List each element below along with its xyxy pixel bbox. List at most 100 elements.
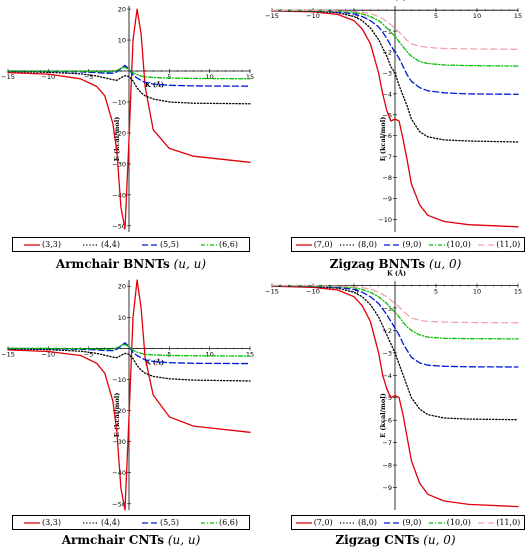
series-line (271, 285, 519, 368)
legend-item: (8,0) (340, 518, 377, 527)
series-line (7, 64, 251, 87)
series-line (271, 9, 519, 50)
y-tick-label: 10 (118, 314, 126, 322)
y-tick-label: −7 (382, 439, 392, 447)
legend-item: (8,0) (340, 240, 377, 249)
series-line (271, 9, 519, 67)
y-axis-label: E (kcal/mol) (113, 393, 121, 438)
legend-item: (11,0) (478, 240, 520, 249)
y-tick-label: −3 (382, 69, 392, 77)
legend-swatch (295, 243, 312, 246)
caption-math: (u, 0) (423, 533, 456, 547)
legend-label: (7,0) (313, 240, 333, 249)
x-tick-label: −10 (41, 350, 55, 358)
y-tick-label: −4 (382, 372, 392, 380)
chart-plot: −15 −10 −5 5 10 15 −1 −2 −3 −4 −5 −6 −7 −8 −9 K (Å) E (k… (265, 268, 522, 510)
y-tick-label: −3 (382, 349, 392, 357)
series-line (7, 8, 251, 230)
y-tick-label: 20 (118, 283, 126, 291)
x-tick-label: 10 (473, 287, 481, 295)
series-line (271, 9, 519, 143)
legend-item: (7,0) (295, 518, 333, 527)
legend-swatch (201, 521, 218, 524)
series-line (7, 343, 251, 357)
series-line (271, 285, 519, 508)
legend-swatch (83, 521, 100, 524)
y-tick-label: −50 (112, 222, 126, 230)
legend-label: (5,5) (160, 240, 179, 249)
legend-label: (4,4) (101, 518, 120, 527)
legend-label: (11,0) (496, 240, 521, 249)
legend-label: (3,3) (42, 240, 61, 249)
chart-legend: (7,0) (8,0) (9,0) (10,0) (11,0) (291, 515, 525, 530)
y-axis-label: E (kcal/mol) (379, 393, 387, 438)
legend-item: (7,0) (295, 240, 333, 249)
y-tick-label: −8 (382, 462, 392, 470)
y-tick-label: −9 (382, 195, 392, 203)
series-line (271, 284, 519, 324)
y-tick-label: −1 (382, 304, 392, 312)
x-tick-label: −15 (1, 73, 15, 81)
x-tick-label: 15 (246, 73, 254, 81)
y-tick-label: −30 (112, 160, 126, 168)
caption-title: Armchair CNTs (61, 533, 165, 547)
x-tick-label: 15 (514, 287, 522, 295)
caption-title: Zigzag CNTs (335, 533, 420, 547)
y-tick-label: −20 (112, 407, 126, 415)
caption-title: Zigzag BNNTs (329, 257, 426, 271)
legend-label: (11,0) (496, 518, 521, 527)
series-line (271, 285, 519, 421)
x-tick-label: 10 (206, 350, 214, 358)
legend-label: (8,0) (358, 240, 378, 249)
y-tick-label: −40 (112, 191, 126, 199)
series-line (7, 342, 251, 365)
caption-math: (u, 0) (429, 257, 462, 271)
legend-item: (5,5) (142, 518, 179, 527)
x-tick-label: 5 (434, 12, 438, 20)
caption-math: (u, u) (167, 533, 201, 547)
chart-legend: (7,0) (8,0) (9,0) (10,0) (11,0) (291, 237, 525, 252)
y-tick-label: −5 (382, 394, 392, 402)
legend-item: (11,0) (478, 518, 520, 527)
legend-label: (8,0) (358, 518, 378, 527)
y-tick-label: −6 (382, 417, 392, 425)
legend-swatch (142, 243, 159, 246)
x-tick-label: −15 (265, 12, 279, 20)
series-line (7, 279, 251, 511)
x-tick-label: 5 (434, 287, 438, 295)
series-line (7, 70, 251, 105)
x-tick-label: −10 (306, 12, 320, 20)
legend-item: (10,0) (428, 240, 471, 249)
legend-item: (6,6) (201, 518, 238, 527)
chart-zigzag-cnt: −15 −10 −5 5 10 15 −1 −2 −3 −4 −5 −6 −7 −8 −9 K (Å) E (k… (264, 268, 527, 550)
legend-swatch (340, 521, 357, 524)
legend-swatch (478, 521, 495, 524)
y-tick-label: −30 (112, 438, 126, 446)
x-tick-label: −10 (306, 287, 320, 295)
legend-label: (10,0) (446, 518, 471, 527)
x-axis-label: K (Å) (387, 0, 406, 2)
series-line (271, 9, 519, 95)
series-line (271, 284, 519, 340)
y-tick-label: −1 (382, 28, 392, 36)
y-axis-label: E (kcal/mol) (113, 117, 121, 162)
legend-swatch (384, 521, 401, 524)
y-tick-label: −10 (112, 98, 126, 106)
x-tick-label: −5 (84, 350, 94, 358)
legend-swatch (295, 521, 312, 524)
chart-caption: Zigzag CNTs (u, 0) (264, 533, 527, 547)
x-tick-label: −5 (349, 287, 359, 295)
chart-legend: (3,3) (4,4) (5,5) (6,6) (12, 515, 250, 530)
legend-label: (5,5) (160, 518, 179, 527)
legend-swatch (428, 521, 445, 524)
caption-math: (u, u) (173, 257, 207, 271)
series-line (7, 66, 251, 80)
x-tick-label: −15 (1, 350, 15, 358)
legend-swatch (428, 243, 445, 246)
legend-label: (10,0) (446, 240, 471, 249)
chart-legend: (3,3) (4,4) (5,5) (6,6) (12, 237, 250, 252)
legend-item: (9,0) (384, 240, 421, 249)
legend-label: (9,0) (402, 518, 422, 527)
